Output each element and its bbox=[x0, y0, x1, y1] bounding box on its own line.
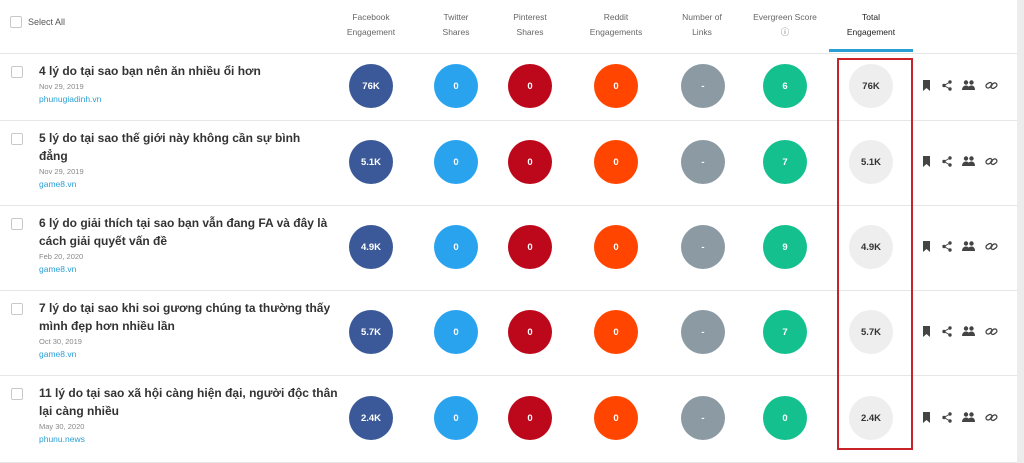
column-header-reddit[interactable]: Reddit Engagements bbox=[589, 12, 643, 37]
article-title[interactable]: 5 lý do tại sao thế giới này không cần s… bbox=[39, 131, 301, 163]
facebook-metric-badge: 5.1K bbox=[349, 140, 393, 184]
table-row: 5 lý do tại sao thế giới này không cần s… bbox=[0, 121, 1017, 206]
pinterest-metric-badge: 0 bbox=[508, 64, 552, 108]
evergreen-metric-badge: 6 bbox=[763, 64, 807, 108]
users-icon[interactable] bbox=[962, 80, 975, 90]
article-title[interactable]: 4 lý do tại sao bạn nên ăn nhiều ổi hơn bbox=[39, 64, 261, 78]
table-row: 11 lý do tại sao xã hội càng hiện đại, n… bbox=[0, 376, 1017, 463]
users-icon[interactable] bbox=[962, 156, 975, 166]
twitter-metric-badge: 0 bbox=[434, 140, 478, 184]
links-metric-badge: - bbox=[681, 140, 725, 184]
column-header-links[interactable]: Number of Links bbox=[682, 12, 722, 37]
article-domain-link[interactable]: game8.vn bbox=[39, 349, 77, 359]
table-header: Select All Facebook Engagement Twitter S… bbox=[0, 0, 1017, 54]
select-all-checkbox[interactable] bbox=[10, 16, 22, 28]
article-domain-link[interactable]: game8.vn bbox=[39, 179, 77, 189]
pinterest-metric-badge: 0 bbox=[508, 310, 552, 354]
total-metric-badge: 76K bbox=[849, 64, 893, 108]
pinterest-metric-badge: 0 bbox=[508, 396, 552, 440]
links-metric-badge: - bbox=[681, 225, 725, 269]
row-checkbox[interactable] bbox=[11, 303, 23, 315]
bookmark-icon[interactable] bbox=[922, 80, 931, 91]
links-metric-badge: - bbox=[681, 396, 725, 440]
link-icon[interactable] bbox=[985, 241, 998, 252]
bookmark-icon[interactable] bbox=[922, 326, 931, 337]
link-icon[interactable] bbox=[985, 412, 998, 423]
bookmark-icon[interactable] bbox=[922, 156, 931, 167]
article-date: May 30, 2020 bbox=[39, 422, 85, 431]
total-metric-badge: 4.9K bbox=[849, 225, 893, 269]
evergreen-metric-badge: 9 bbox=[763, 225, 807, 269]
facebook-metric-badge: 76K bbox=[349, 64, 393, 108]
evergreen-metric-badge: 7 bbox=[763, 310, 807, 354]
article-date: Oct 30, 2019 bbox=[39, 337, 82, 346]
select-all-label: Select All bbox=[28, 17, 66, 27]
article-title[interactable]: 11 lý do tại sao xã hội càng hiện đại, n… bbox=[39, 386, 338, 418]
bookmark-icon[interactable] bbox=[922, 412, 931, 423]
table-row: 4 lý do tại sao bạn nên ăn nhiều ổi hơn N… bbox=[0, 54, 1017, 121]
column-header-evergreen[interactable]: Evergreen Score ⓘ bbox=[753, 12, 817, 37]
active-sort-underline bbox=[829, 49, 913, 52]
article-domain-link[interactable]: phunugiadinh.vn bbox=[39, 94, 102, 104]
twitter-metric-badge: 0 bbox=[434, 310, 478, 354]
twitter-metric-badge: 0 bbox=[434, 396, 478, 440]
table-row: 7 lý do tại sao khi soi gương chúng ta t… bbox=[0, 291, 1017, 376]
evergreen-metric-badge: 0 bbox=[763, 396, 807, 440]
twitter-metric-badge: 0 bbox=[434, 225, 478, 269]
users-icon[interactable] bbox=[962, 241, 975, 251]
share-icon[interactable] bbox=[942, 241, 952, 252]
total-metric-badge: 5.7K bbox=[849, 310, 893, 354]
article-domain-link[interactable]: game8.vn bbox=[39, 264, 77, 274]
total-metric-badge: 2.4K bbox=[849, 396, 893, 440]
users-icon[interactable] bbox=[962, 326, 975, 336]
article-date: Nov 29, 2019 bbox=[39, 167, 84, 176]
table-row: 6 lý do giải thích tại sao bạn vẫn đang … bbox=[0, 206, 1017, 291]
facebook-metric-badge: 2.4K bbox=[349, 396, 393, 440]
article-domain-link[interactable]: phunu.news bbox=[39, 434, 85, 444]
article-title[interactable]: 7 lý do tại sao khi soi gương chúng ta t… bbox=[39, 301, 331, 333]
twitter-metric-badge: 0 bbox=[434, 64, 478, 108]
column-header-twitter[interactable]: Twitter Shares bbox=[442, 12, 470, 37]
reddit-metric-badge: 0 bbox=[594, 64, 638, 108]
share-icon[interactable] bbox=[942, 412, 952, 423]
article-date: Nov 29, 2019 bbox=[39, 82, 84, 91]
link-icon[interactable] bbox=[985, 80, 998, 91]
total-engagement-highlight-box bbox=[837, 58, 913, 450]
links-metric-badge: - bbox=[681, 64, 725, 108]
reddit-metric-badge: 0 bbox=[594, 310, 638, 354]
row-checkbox[interactable] bbox=[11, 218, 23, 230]
facebook-metric-badge: 5.7K bbox=[349, 310, 393, 354]
row-checkbox[interactable] bbox=[11, 133, 23, 145]
column-header-pinterest[interactable]: Pinterest Shares bbox=[513, 12, 547, 37]
row-checkbox[interactable] bbox=[11, 388, 23, 400]
select-all-control[interactable]: Select All bbox=[10, 16, 65, 28]
links-metric-badge: - bbox=[681, 310, 725, 354]
pinterest-metric-badge: 0 bbox=[508, 225, 552, 269]
users-icon[interactable] bbox=[962, 412, 975, 422]
pinterest-metric-badge: 0 bbox=[508, 140, 552, 184]
row-checkbox[interactable] bbox=[11, 66, 23, 78]
facebook-metric-badge: 4.9K bbox=[349, 225, 393, 269]
share-icon[interactable] bbox=[942, 80, 952, 91]
column-header-facebook[interactable]: Facebook Engagement bbox=[346, 12, 396, 37]
scrollbar-track[interactable] bbox=[1017, 0, 1024, 463]
evergreen-metric-badge: 7 bbox=[763, 140, 807, 184]
share-icon[interactable] bbox=[942, 326, 952, 337]
reddit-metric-badge: 0 bbox=[594, 396, 638, 440]
column-header-total[interactable]: Total Engagement bbox=[846, 12, 896, 37]
total-metric-badge: 5.1K bbox=[849, 140, 893, 184]
article-title[interactable]: 6 lý do giải thích tại sao bạn vẫn đang … bbox=[39, 216, 328, 248]
reddit-metric-badge: 0 bbox=[594, 225, 638, 269]
article-date: Feb 20, 2020 bbox=[39, 252, 84, 261]
link-icon[interactable] bbox=[985, 326, 998, 337]
share-icon[interactable] bbox=[942, 156, 952, 167]
bookmark-icon[interactable] bbox=[922, 241, 931, 252]
reddit-metric-badge: 0 bbox=[594, 140, 638, 184]
link-icon[interactable] bbox=[985, 156, 998, 167]
